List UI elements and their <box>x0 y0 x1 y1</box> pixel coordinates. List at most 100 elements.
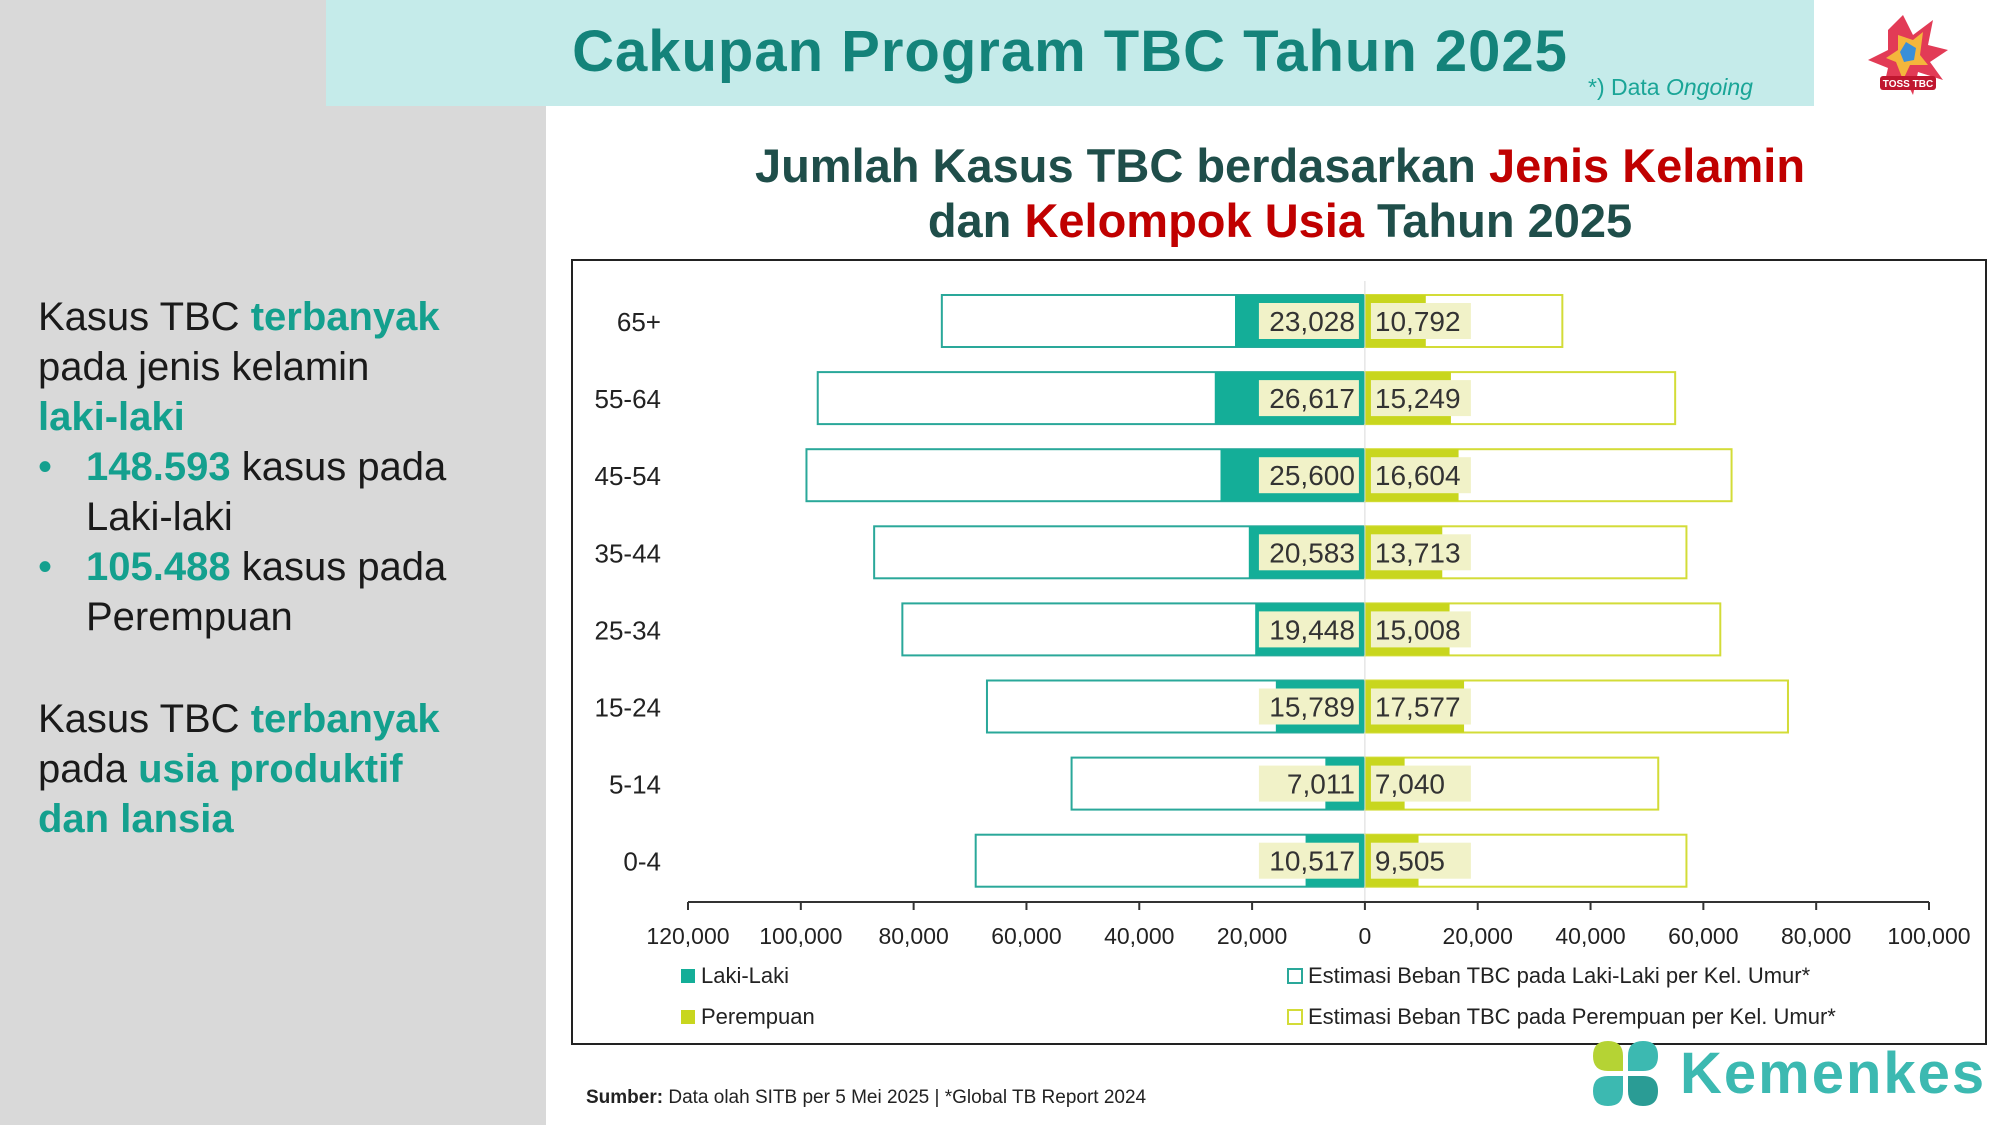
bullet-dot: • <box>38 445 53 489</box>
bullet-number: 148.593 <box>86 445 231 489</box>
x-tick-label: 20,000 <box>1443 923 1513 949</box>
category-label: 15-24 <box>595 693 662 723</box>
male-value-label-bg <box>1258 380 1359 417</box>
male-value-label-bg <box>1258 611 1359 648</box>
svg-text:TOSS TBC: TOSS TBC <box>1883 79 1933 90</box>
male-value-label: 20,583 <box>1269 537 1355 568</box>
category-label: 5-14 <box>609 770 661 800</box>
kemenkes-wordmark: Kemenkes <box>1680 1041 1987 1106</box>
male-value-label: 26,617 <box>1269 383 1355 414</box>
chart-title-part: dan <box>927 194 1025 247</box>
text: Kasus TBC <box>38 295 251 339</box>
x-tick-label: 80,000 <box>878 923 948 949</box>
legend-female-estimate-label: Estimasi Beban TBC pada Perempuan per Ke… <box>1308 1004 1836 1029</box>
title-band <box>326 0 1814 106</box>
category-label: 0-4 <box>623 847 661 877</box>
x-tick-label: 60,000 <box>991 923 1061 949</box>
x-tick-label: 20,000 <box>1217 923 1287 949</box>
summary-gender: Kasus TBC terbanyak pada jenis kelamin l… <box>38 292 446 642</box>
kemenkes-logo-icon <box>1593 1041 1658 1106</box>
chart-title-part: Tahun 2025 <box>1364 194 1633 247</box>
female-value-label: 10,792 <box>1375 306 1461 337</box>
chart-title-part: Jumlah Kasus TBC berdasarkan <box>754 139 1489 192</box>
female-value-label-bg <box>1370 842 1471 879</box>
category-label: 55-64 <box>595 384 662 414</box>
summary-line: dan lansia <box>38 797 234 841</box>
x-tick-label: 100,000 <box>1887 923 1970 949</box>
left-panel <box>0 0 546 1125</box>
summary-line: Kasus TBC terbanyak <box>38 694 440 744</box>
highlight: terbanyak <box>250 295 440 339</box>
chart-title-line-1: Jumlah Kasus TBC berdasarkan Jenis Kelam… <box>560 138 2000 193</box>
female-value-label: 15,249 <box>1375 383 1461 414</box>
female-value-label-bg <box>1370 380 1471 417</box>
female-value-label-bg <box>1370 611 1471 648</box>
female-value-label-bg <box>1370 534 1471 571</box>
male-value-label: 23,028 <box>1269 306 1355 337</box>
summary-line: laki-laki <box>38 395 185 439</box>
female-value-label: 17,577 <box>1375 692 1461 723</box>
toss-tbc-logo-icon: TOSS TBC <box>1868 15 1948 95</box>
chart-title-line-2: dan Kelompok Usia Tahun 2025 <box>560 193 2000 248</box>
legend-male-swatch <box>681 969 695 983</box>
highlight: terbanyak <box>250 697 440 741</box>
legend-male-estimate-label: Estimasi Beban TBC pada Laki-Laki per Ke… <box>1308 963 1811 988</box>
bullet-dot: • <box>38 545 53 589</box>
category-label: 45-54 <box>595 461 662 491</box>
bullet-number: 105.488 <box>86 545 231 589</box>
bullet-text: Perempuan <box>86 595 293 639</box>
note-prefix: *) Data <box>1588 74 1666 100</box>
legend-female-estimate-swatch <box>1287 1009 1303 1025</box>
male-value-label-bg <box>1258 765 1359 802</box>
category-label: 35-44 <box>595 538 662 568</box>
female-value-label-bg <box>1370 688 1471 725</box>
bullet-text: kasus pada <box>230 445 447 489</box>
highlight: usia produktif <box>138 747 403 791</box>
male-value-label: 10,517 <box>1269 846 1355 877</box>
chart-container: 23,028 10,792 65+ 26,617 15,249 55-64 25,600 16… <box>571 259 1987 1045</box>
male-value-label: 19,448 <box>1269 614 1355 645</box>
legend-female-swatch <box>681 1010 695 1024</box>
population-pyramid-chart: 23,028 10,792 65+ 26,617 15,249 55-64 25,600 16… <box>595 281 1971 1029</box>
legend-male-label: Laki-Laki <box>701 963 789 988</box>
male-value-label: 25,600 <box>1269 460 1355 491</box>
source-text: Data olah SITB per 5 Mei 2025 | *Global … <box>663 1087 1147 1108</box>
category-label: 65+ <box>617 307 661 337</box>
x-tick-label: 60,000 <box>1668 923 1738 949</box>
male-value-label-bg <box>1258 303 1359 339</box>
male-value-label: 15,789 <box>1269 692 1355 723</box>
female-value-label: 9,505 <box>1375 846 1445 877</box>
summary-line: pada jenis kelamin <box>38 345 370 389</box>
x-tick-label: 40,000 <box>1104 923 1174 949</box>
chart-title-highlight: Kelompok Usia <box>1024 194 1364 247</box>
bullet-female: • 105.488 kasus pada Perempuan <box>38 542 446 642</box>
note-italic: Ongoing <box>1665 74 1753 100</box>
x-tick-label: 40,000 <box>1555 923 1625 949</box>
summary-age: Kasus TBC terbanyak pada usia produktif … <box>38 694 440 844</box>
male-value-label-bg <box>1258 457 1359 494</box>
category-label: 25-34 <box>595 615 662 645</box>
source-note: Sumber: Data olah SITB per 5 Mei 2025 | … <box>586 1087 1146 1109</box>
bullet-male: • 148.593 kasus pada Laki-laki <box>38 442 446 542</box>
female-value-label: 16,604 <box>1375 460 1461 491</box>
x-tick-label: 120,000 <box>646 923 729 949</box>
summary-line: Kasus TBC terbanyak <box>38 292 446 342</box>
male-value-label-bg <box>1258 534 1359 571</box>
chart-title-highlight: Jenis Kelamin <box>1488 139 1806 192</box>
female-value-label-bg <box>1370 765 1471 802</box>
x-tick-label: 100,000 <box>759 923 842 949</box>
female-value-label-bg <box>1370 457 1471 494</box>
bullet-text: kasus pada <box>230 545 447 589</box>
bullet-text: Laki-laki <box>86 495 233 539</box>
female-value-label: 7,040 <box>1375 769 1445 800</box>
female-value-label: 15,008 <box>1375 614 1461 645</box>
male-value-label: 7,011 <box>1287 769 1355 800</box>
female-value-label: 13,713 <box>1375 537 1461 568</box>
source-label: Sumber: <box>586 1087 664 1108</box>
data-ongoing-note: *) Data Ongoing <box>1588 74 1753 101</box>
x-tick-label: 0 <box>1359 923 1372 949</box>
page-title: Cakupan Program TBC Tahun 2025 <box>572 19 1568 84</box>
female-value-label-bg <box>1370 303 1471 339</box>
text: pada <box>38 747 139 791</box>
x-tick-label: 80,000 <box>1781 923 1851 949</box>
